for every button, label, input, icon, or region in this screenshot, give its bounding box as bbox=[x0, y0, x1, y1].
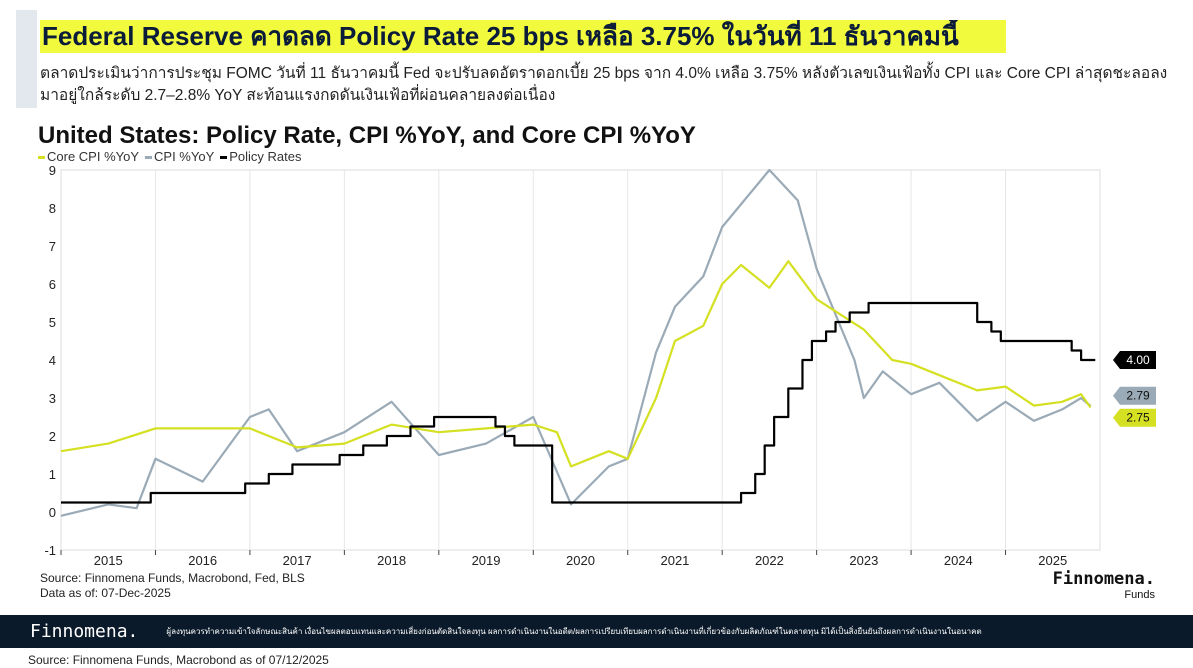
y-tick-label: 5 bbox=[49, 315, 56, 330]
x-tick-label: 2017 bbox=[283, 553, 312, 568]
y-tick-label: 7 bbox=[49, 239, 56, 254]
x-tick-label: 2024 bbox=[944, 553, 973, 568]
y-tick-label: 2 bbox=[49, 429, 56, 444]
y-tick-label: 1 bbox=[49, 467, 56, 482]
x-tick-label: 2019 bbox=[472, 553, 501, 568]
value-tag bbox=[1113, 408, 1156, 427]
brand-logo: Finnomena. Funds bbox=[1052, 569, 1155, 601]
y-tick-label: -1 bbox=[44, 543, 56, 558]
last-value-label: 2.79 bbox=[1113, 386, 1156, 405]
bottom-source: Source: Finnomena Funds, Macrobond as of… bbox=[28, 653, 329, 667]
y-tick-label: 0 bbox=[49, 505, 56, 520]
series-line-cpi-yoy bbox=[60, 168, 1092, 517]
footer-bar: Finnomena. ผู้ลงทุนควรทำความเข้าใจลักษณะ… bbox=[0, 615, 1193, 648]
chart-source: Source: Finnomena Funds, Macrobond, Fed,… bbox=[40, 571, 305, 600]
legend-cpi: CPI %YoY bbox=[145, 150, 214, 164]
series-line-policy-rates bbox=[61, 301, 1096, 504]
last-value-label: 2.75 bbox=[1113, 408, 1156, 427]
x-tick-label: 2015 bbox=[94, 553, 123, 568]
y-tick-label: 9 bbox=[49, 163, 56, 178]
legend-core-cpi: Core CPI %YoY bbox=[38, 150, 139, 164]
plot-frame bbox=[60, 169, 1101, 551]
footer-logo: Finnomena. bbox=[30, 621, 139, 642]
value-tag-text: 2.79 bbox=[1126, 389, 1150, 403]
value-tag bbox=[1113, 386, 1156, 405]
x-tick-label: 2016 bbox=[188, 553, 217, 568]
chart-legend: Core CPI %YoY CPI %YoY Policy Rates bbox=[38, 150, 302, 164]
chart-title: United States: Policy Rate, CPI %YoY, an… bbox=[38, 122, 696, 149]
x-tick-label: 2022 bbox=[755, 553, 784, 568]
y-tick-label: 4 bbox=[49, 353, 56, 368]
chart-plot: 2015 2016 2017 2018 2019 2020 2021 2022 2023 2024… bbox=[44, 163, 1156, 568]
x-tick-label: 2023 bbox=[849, 553, 878, 568]
series-line-core-cpi-yoy bbox=[60, 260, 1092, 468]
x-tick-label: 2020 bbox=[566, 553, 595, 568]
summary-text: ตลาดประเมินว่าการประชุม FOMC วันที่ 11 ธ… bbox=[40, 65, 1168, 104]
y-tick-label: 8 bbox=[49, 201, 56, 216]
last-value-label: 4.00 bbox=[1113, 351, 1156, 369]
y-tick-label: 6 bbox=[49, 277, 56, 292]
legend-policy-rate: Policy Rates bbox=[220, 150, 302, 164]
y-tick-label: 3 bbox=[49, 391, 56, 406]
x-tick-label: 2018 bbox=[377, 553, 406, 568]
value-tag-text: 2.75 bbox=[1126, 411, 1150, 425]
accent-bar bbox=[16, 10, 37, 108]
x-tick-label: 2021 bbox=[660, 553, 689, 568]
disclaimer: ผู้ลงทุนควรทำความเข้าใจลักษณะสินค้า เงื่… bbox=[166, 627, 982, 636]
value-tag-text: 4.00 bbox=[1126, 353, 1150, 367]
headline: Federal Reserve คาดลด Policy Rate 25 bps… bbox=[40, 20, 1006, 53]
value-tag bbox=[1113, 351, 1156, 369]
x-tick-label: 2025 bbox=[1038, 553, 1067, 568]
